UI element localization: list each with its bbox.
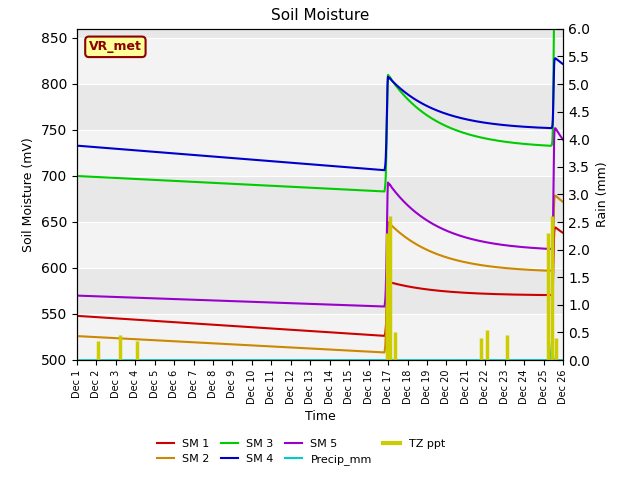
X-axis label: Time: Time — [305, 410, 335, 423]
Title: Soil Moisture: Soil Moisture — [271, 9, 369, 24]
Y-axis label: Rain (mm): Rain (mm) — [596, 162, 609, 227]
Text: VR_met: VR_met — [89, 40, 142, 53]
Y-axis label: Soil Moisture (mV): Soil Moisture (mV) — [22, 137, 35, 252]
Bar — [77, 130, 563, 176]
Bar — [77, 222, 563, 268]
Bar — [77, 314, 563, 360]
Bar — [77, 38, 563, 84]
Legend: SM 1, SM 2, SM 3, SM 4, SM 5, Precip_mm, TZ ppt: SM 1, SM 2, SM 3, SM 4, SM 5, Precip_mm,… — [152, 434, 449, 469]
